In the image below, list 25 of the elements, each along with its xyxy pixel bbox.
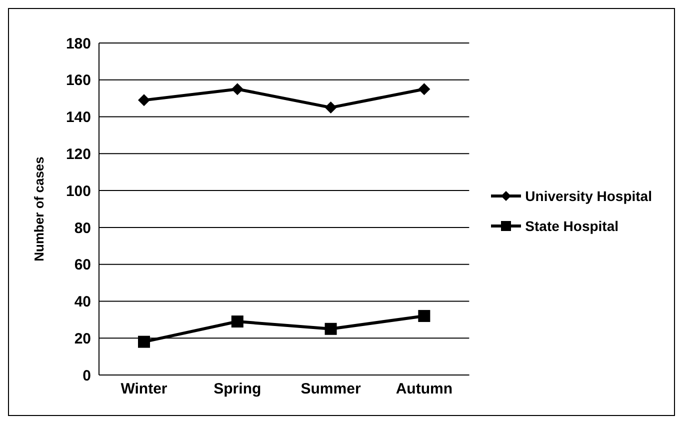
point bbox=[418, 83, 430, 96]
point bbox=[324, 322, 337, 335]
y-axis-title: Number of cases bbox=[32, 156, 47, 262]
x-tick-label: Summer bbox=[300, 380, 361, 398]
y-tick-label: 40 bbox=[74, 294, 91, 311]
x-tick-label: Autumn bbox=[396, 380, 452, 398]
legend-label: University Hospital bbox=[525, 188, 652, 204]
point bbox=[231, 316, 244, 328]
x-tick-label: Spring bbox=[214, 380, 262, 398]
y-tick-label: 20 bbox=[74, 330, 91, 348]
y-tick-label: 80 bbox=[74, 220, 91, 237]
y-tick-label: 100 bbox=[66, 182, 91, 200]
point bbox=[138, 336, 150, 348]
point bbox=[418, 310, 430, 322]
point bbox=[138, 94, 150, 106]
x-tick-label: Winter bbox=[120, 380, 168, 398]
point bbox=[324, 102, 337, 114]
legend-label: State Hospital bbox=[525, 218, 619, 234]
point bbox=[231, 83, 244, 96]
y-tick-label: 180 bbox=[66, 35, 91, 52]
y-tick-label: 160 bbox=[66, 72, 91, 90]
y-tick-label: 60 bbox=[74, 256, 91, 274]
y-tick-label: 120 bbox=[66, 146, 91, 163]
y-tick-label: 0 bbox=[82, 367, 91, 384]
y-tick-label: 140 bbox=[66, 109, 91, 126]
